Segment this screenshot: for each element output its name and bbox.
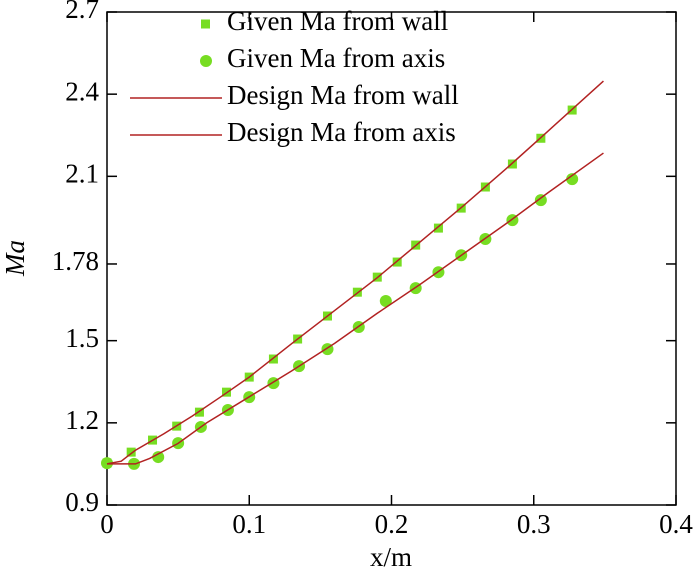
circle-marker (534, 194, 547, 207)
circle-marker (566, 173, 579, 186)
design-line (107, 152, 604, 465)
legend-label: Given Ma from wall (227, 6, 448, 36)
y-tick-label: 2.1 (65, 159, 99, 189)
square-marker (126, 447, 136, 457)
x-tick-label: 0.2 (375, 509, 409, 539)
square-marker (392, 257, 402, 267)
x-tick-label: 0.3 (517, 509, 551, 539)
y-tick-label: 1.78 (52, 246, 99, 276)
circle-marker (101, 457, 113, 470)
legend-label: Given Ma from axis (227, 43, 445, 73)
circle-marker (152, 451, 165, 464)
x-tick-label: 0 (100, 509, 114, 539)
square-marker (194, 407, 204, 417)
square-marker (433, 223, 443, 233)
y-axis-label: Ma (0, 240, 30, 277)
square-marker (268, 354, 278, 364)
y-tick-label: 2.4 (65, 76, 99, 106)
design-line (106, 80, 604, 465)
legend-circle (200, 55, 212, 67)
y-tick-label: 0.9 (65, 487, 99, 517)
y-tick-label: 1.5 (65, 323, 99, 353)
legend-label: Design Ma from axis (227, 117, 456, 147)
y-tick-label: 1.2 (65, 405, 99, 435)
circle-marker (379, 294, 392, 307)
legend-label: Design Ma from wall (227, 80, 459, 110)
x-axis-label: x/m (370, 542, 412, 572)
x-tick-label: 0.4 (659, 509, 693, 539)
legend-square (201, 19, 210, 29)
y-tick-label: 2.7 (65, 0, 99, 24)
x-tick-label: 0.1 (232, 509, 266, 539)
